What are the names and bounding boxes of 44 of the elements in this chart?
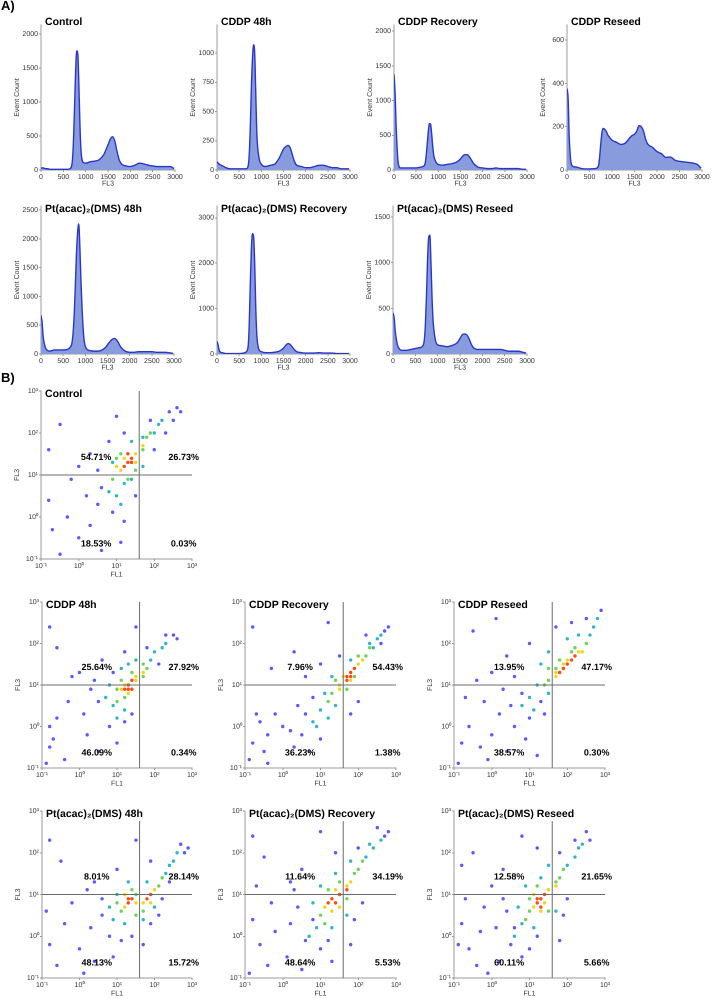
chart-title: CDDP Reseed: [458, 598, 528, 611]
annotation: 21.65%: [581, 871, 612, 882]
annotation: 60.11%: [494, 957, 524, 968]
annotation: 18.53%: [80, 538, 112, 548]
annotation: 12.58%: [494, 871, 524, 882]
text: B): [1, 370, 15, 385]
annotation: 36.23%: [284, 748, 316, 758]
annotation: 5.53%: [374, 957, 400, 968]
annotation: 1.38%: [374, 748, 400, 758]
annotation: 34.19%: [372, 871, 403, 882]
chart-title: CDDP 48h: [46, 598, 97, 611]
annotation: 48.64%: [284, 957, 316, 968]
chart-title: CDDP Recovery: [398, 16, 478, 28]
annotation: 28.14%: [168, 871, 200, 882]
chart-title: Pt(acac)₂(DMS) 48h: [45, 202, 142, 215]
chart-title: CDDP 48h: [221, 16, 272, 28]
annotation: 7.96%: [287, 662, 313, 672]
chart-title: Pt(acac)₂(DMS) Reseed: [397, 202, 514, 215]
annotation: 47.17%: [581, 662, 612, 672]
annotation: 38.57%: [494, 748, 524, 758]
annotation: 5.66%: [584, 957, 610, 968]
chart-title: Pt(acac)₂(DMS) 48h: [46, 808, 143, 820]
text: A): [1, 0, 15, 13]
annotation: 15.72%: [168, 957, 200, 968]
chart-title: Control: [45, 16, 82, 28]
annotation: 54.71%: [80, 452, 112, 462]
annotation: 13.95%: [494, 662, 524, 672]
chart-title: Pt(acac)₂(DMS) Recovery: [221, 202, 348, 215]
annotation: 46.09%: [81, 748, 112, 758]
annotation: 48.13%: [81, 957, 112, 968]
chart-title: CDDP Recovery: [249, 598, 329, 611]
chart-title: Control: [45, 388, 82, 400]
annotation: 25.64%: [81, 662, 112, 672]
annotation: 54.43%: [372, 662, 403, 672]
chart-title: Pt(acac)₂(DMS) Reseed: [458, 808, 574, 820]
annotation: 8.01%: [84, 871, 110, 882]
chart-title: Pt(acac)₂(DMS) Recovery: [249, 808, 376, 820]
chart-title: CDDP Reseed: [571, 16, 641, 28]
annotation: 0.30%: [584, 748, 610, 758]
annotation: 26.73%: [168, 452, 199, 462]
annotation: 0.03%: [170, 538, 196, 548]
annotation: 11.64%: [285, 871, 316, 882]
annotation: 0.34%: [170, 748, 197, 758]
annotation: 27.92%: [168, 662, 200, 672]
